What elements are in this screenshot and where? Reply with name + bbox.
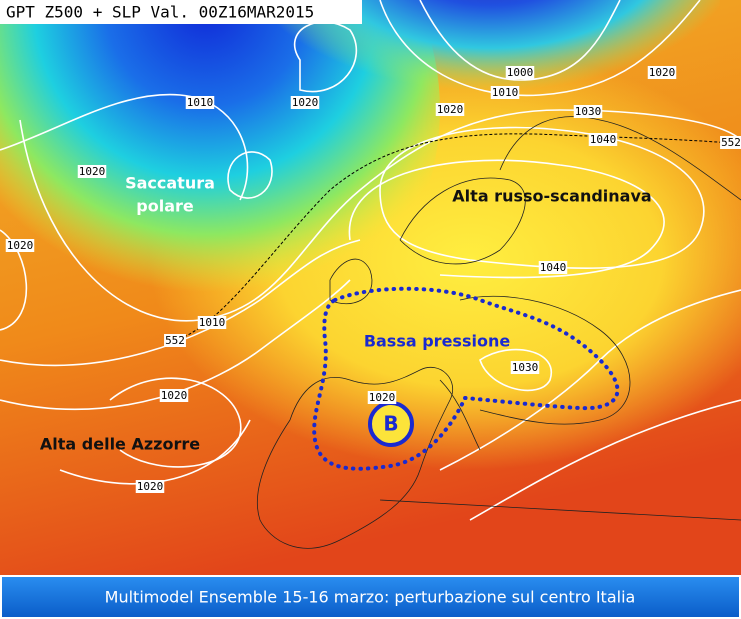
isobar-label: 1020	[79, 165, 106, 178]
isobar-label-bg	[5, 239, 35, 252]
isobar-label: 1030	[575, 105, 602, 118]
isobar-labels: 1010 1020 1000 1010 1020 1020 1030 1040 552 1020 1…	[5, 66, 741, 493]
isobar-label-bg	[510, 361, 540, 374]
isobar-label: 1010	[199, 316, 226, 329]
isobar-label-bg	[77, 165, 107, 178]
isobar-label: 1020	[437, 103, 464, 116]
isobar-label-bg	[367, 391, 397, 404]
isobars	[0, 0, 741, 520]
high-label: Alta russo-scandinava	[452, 187, 651, 206]
low-symbol: B	[383, 412, 398, 436]
low-label: Bassa pressione	[364, 332, 511, 351]
isobar-label: 1040	[540, 261, 567, 274]
caption-bar	[0, 575, 741, 619]
isobar-label-bg	[573, 105, 603, 118]
isobar-label: 1020	[7, 239, 34, 252]
trough-label: Saccatura	[125, 174, 215, 193]
z500-line	[169, 133, 741, 343]
isobar-label-bg	[185, 96, 215, 109]
isobar-label: 1030	[512, 361, 539, 374]
isobar-label-bg	[159, 389, 189, 402]
azores-label: Alta delle Azzorre	[40, 435, 200, 454]
map-title: GPT Z500 + SLP Val. 00Z16MAR2015	[6, 3, 314, 22]
isobar-label-bg	[647, 66, 677, 79]
isobar-label-bg	[197, 316, 227, 329]
low-pressure-outline	[312, 286, 620, 471]
isobar-label: 1020	[369, 391, 396, 404]
isobar-label: 1040	[590, 133, 617, 146]
isobar-label-bg	[720, 136, 741, 149]
isobar-label: 1020	[649, 66, 676, 79]
isobar-label: 1000	[507, 66, 534, 79]
isobar-label-bg	[538, 261, 568, 274]
isobar-label-bg	[435, 103, 465, 116]
isobar-label: 552	[165, 334, 185, 347]
isobar-label-bg	[505, 66, 535, 79]
isobar-label-bg	[164, 334, 186, 347]
caption: Multimodel Ensemble 15-16 marzo: perturb…	[105, 588, 636, 607]
isobar-label: 1010	[187, 96, 214, 109]
cold-area	[260, 0, 720, 130]
isobar-label-bg	[490, 86, 520, 99]
isobar-label-bg	[290, 96, 320, 109]
isobar-label-bg	[135, 480, 165, 493]
isobar-label: 1020	[137, 480, 164, 493]
isobar-label-bg	[588, 133, 618, 146]
isobar-label: 1020	[161, 389, 188, 402]
title-box	[0, 0, 362, 24]
trough-label: polare	[136, 197, 194, 216]
isobar-label: 1010	[492, 86, 519, 99]
isobar-label: 1020	[292, 96, 319, 109]
isobar-label: 552	[721, 136, 741, 149]
